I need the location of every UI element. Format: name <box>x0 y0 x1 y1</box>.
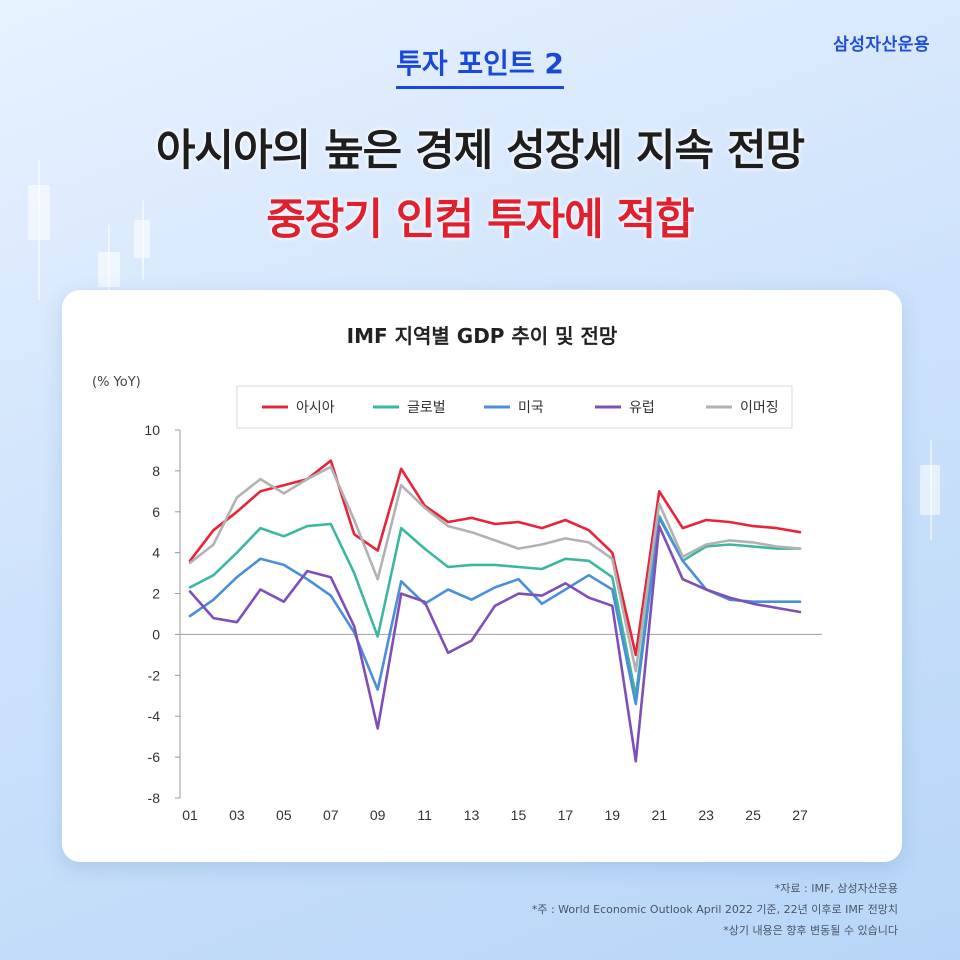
chart-card: IMF 지역별 GDP 추이 및 전망 (% YoY) 10 8 6 4 2 0 -2 -4 -… <box>62 290 902 862</box>
x-tick-label: 15 <box>511 807 527 823</box>
y-tick-label: -6 <box>148 749 161 765</box>
series-line-아시아 <box>188 459 802 657</box>
headline-line-2: 중장기 인컴 투자에 적합 <box>266 195 695 245</box>
x-tick-label: 01 <box>182 807 198 823</box>
y-tick-label: 8 <box>152 463 160 479</box>
legend-label: 유럽 <box>629 400 655 416</box>
series-line-유럽 <box>188 524 802 763</box>
legend-label: 이머징 <box>740 400 779 416</box>
point-title: 투자 포인트 2 <box>0 42 960 89</box>
x-tick-label: 19 <box>605 807 621 823</box>
legend-label: 미국 <box>518 400 544 416</box>
background-candle <box>134 220 150 258</box>
y-tick-label: -2 <box>148 667 161 683</box>
y-tick-label: 10 <box>144 422 160 438</box>
x-tick-label: 11 <box>417 807 432 823</box>
x-tick-label: 07 <box>323 807 339 823</box>
x-tick-label: 23 <box>698 807 714 823</box>
line-chart: 10 8 6 4 2 0 -2 -4 -6 -8 01 03 05 07 09 11 13 15 17 19 21 23 2… <box>144 385 822 823</box>
chart-title: IMF 지역별 GDP 추이 및 전망 <box>346 324 618 348</box>
y-axis-unit-label: (% YoY) <box>92 375 141 390</box>
y-tick-label: -4 <box>148 708 161 724</box>
y-tick-label: -8 <box>148 790 161 806</box>
footnote-source: *자료 : IMF, 삼성자산운용 <box>774 882 898 895</box>
headline-line-1: 아시아의 높은 경제 성장세 지속 전망 <box>155 126 805 176</box>
y-tick-label: 0 <box>152 626 160 642</box>
legend-label: 글로벌 <box>407 400 446 416</box>
x-tick-label: 13 <box>464 807 480 823</box>
series-line-글로벌 <box>188 514 802 698</box>
y-tick-label: 2 <box>152 586 160 602</box>
series-line-이머징 <box>188 465 802 673</box>
y-tick-label: 4 <box>152 545 160 561</box>
x-tick-label: 21 <box>651 807 667 823</box>
x-tick-label: 17 <box>558 807 574 823</box>
x-tick-label: 03 <box>229 807 245 823</box>
footnote-disclaimer: *상기 내용은 향후 변동될 수 있습니다 <box>723 924 898 937</box>
x-tick-label: 25 <box>745 807 761 823</box>
point-title-label: 투자 포인트 2 <box>396 42 564 89</box>
x-tick-label: 05 <box>276 807 292 823</box>
legend-box <box>236 385 793 429</box>
footnote-note: *주 : World Economic Outlook April 2022 기… <box>531 903 898 916</box>
legend-label: 아시아 <box>296 400 335 416</box>
background-candle <box>98 252 120 287</box>
brand-logo-text: 삼성자산운용 <box>833 35 930 55</box>
x-tick-label: 09 <box>370 807 386 823</box>
series-line-미국 <box>188 516 802 706</box>
background-candle <box>28 185 50 240</box>
footnotes: *자료 : IMF, 삼성자산운용 *주 : World Economic Ou… <box>532 878 898 941</box>
background-candle <box>920 465 940 515</box>
x-tick-label: 27 <box>792 807 808 823</box>
y-tick-label: 6 <box>152 504 160 520</box>
